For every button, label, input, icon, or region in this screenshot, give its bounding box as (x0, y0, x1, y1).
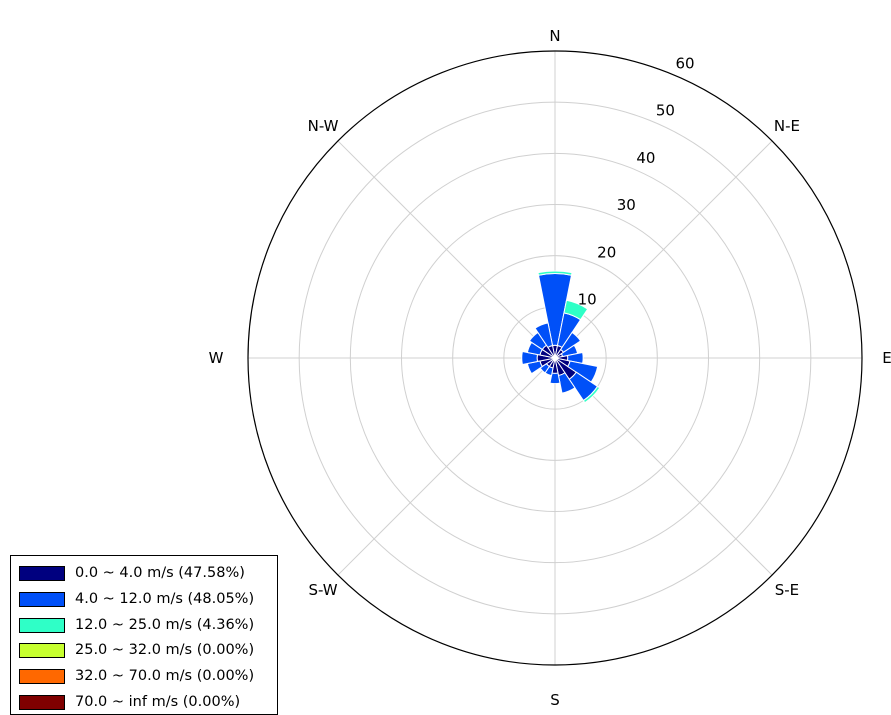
legend-label: 12.0 ~ 25.0 m/s (4.36%) (75, 617, 254, 633)
legend-label: 32.0 ~ 70.0 m/s (0.00%) (75, 668, 254, 684)
radial-tick-label: 40 (636, 149, 655, 167)
legend-swatch (19, 618, 65, 633)
compass-label: E (882, 349, 891, 367)
radial-tick-label: 50 (656, 102, 675, 120)
legend-swatch (19, 695, 65, 710)
compass-label: N-W (308, 117, 339, 135)
legend-swatch (19, 669, 65, 684)
grid-spoke (338, 358, 555, 575)
compass-label: S-W (308, 581, 337, 599)
legend-label: 25.0 ~ 32.0 m/s (0.00%) (75, 642, 254, 658)
legend-item: 70.0 ~ inf m/s (0.00%) (19, 693, 240, 711)
legend-label: 70.0 ~ inf m/s (0.00%) (75, 694, 240, 710)
compass-label: N-E (774, 117, 800, 135)
radial-tick-label: 20 (597, 243, 616, 261)
compass-label: W (209, 349, 224, 367)
compass-label: N (549, 27, 560, 45)
legend-label: 0.0 ~ 4.0 m/s (47.58%) (75, 565, 245, 581)
legend-item: 0.0 ~ 4.0 m/s (47.58%) (19, 564, 245, 582)
radial-tick-label: 30 (617, 196, 636, 214)
radial-tick-label: 10 (578, 291, 597, 309)
grid-spoke (555, 141, 772, 358)
legend-swatch (19, 643, 65, 658)
grid-spoke (338, 141, 555, 358)
legend: 0.0 ~ 4.0 m/s (47.58%) 4.0 ~ 12.0 m/s (4… (10, 555, 278, 715)
legend-label: 4.0 ~ 12.0 m/s (48.05%) (75, 591, 254, 607)
legend-item: 12.0 ~ 25.0 m/s (4.36%) (19, 616, 254, 634)
legend-item: 4.0 ~ 12.0 m/s (48.05%) (19, 590, 254, 608)
legend-item: 32.0 ~ 70.0 m/s (0.00%) (19, 667, 254, 685)
radial-tick-label: 60 (675, 54, 694, 72)
compass-label: S (550, 691, 560, 709)
legend-swatch (19, 592, 65, 607)
compass-label: S-E (775, 581, 799, 599)
legend-swatch (19, 566, 65, 581)
legend-item: 25.0 ~ 32.0 m/s (0.00%) (19, 641, 254, 659)
